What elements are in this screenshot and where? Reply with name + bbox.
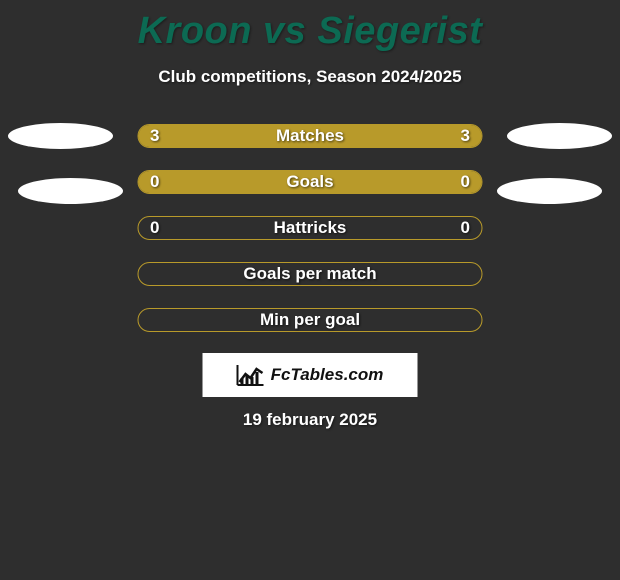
stat-label: Goals [286,172,333,192]
subtitle: Club competitions, Season 2024/2025 [0,67,620,87]
stat-value-right: 0 [461,218,470,238]
stats-container: Matches 3 3 Goals 0 0 Hattricks 0 0 Goals per mat… [0,118,620,348]
stat-row: Min per goal [0,302,620,348]
stat-value-left: 0 [150,218,159,238]
stat-label: Goals per match [243,264,376,284]
stat-row: Goals per match [0,256,620,302]
attribution-text: FcTables.com [271,365,384,385]
stat-label: Min per goal [260,310,360,330]
stat-row: Matches 3 3 [0,118,620,164]
stat-label: Matches [276,126,344,146]
stat-value-left: 0 [150,172,159,192]
stat-value-left: 3 [150,126,159,146]
page-title: Kroon vs Siegerist [0,0,620,53]
chart-line-icon [237,364,265,386]
stat-row: Hattricks 0 0 [0,210,620,256]
date-line: 19 february 2025 [0,410,620,430]
stat-value-right: 0 [461,172,470,192]
stat-value-right: 3 [461,126,470,146]
stat-label: Hattricks [274,218,347,238]
stat-row: Goals 0 0 [0,164,620,210]
attribution-logo: FcTables.com [203,353,418,397]
